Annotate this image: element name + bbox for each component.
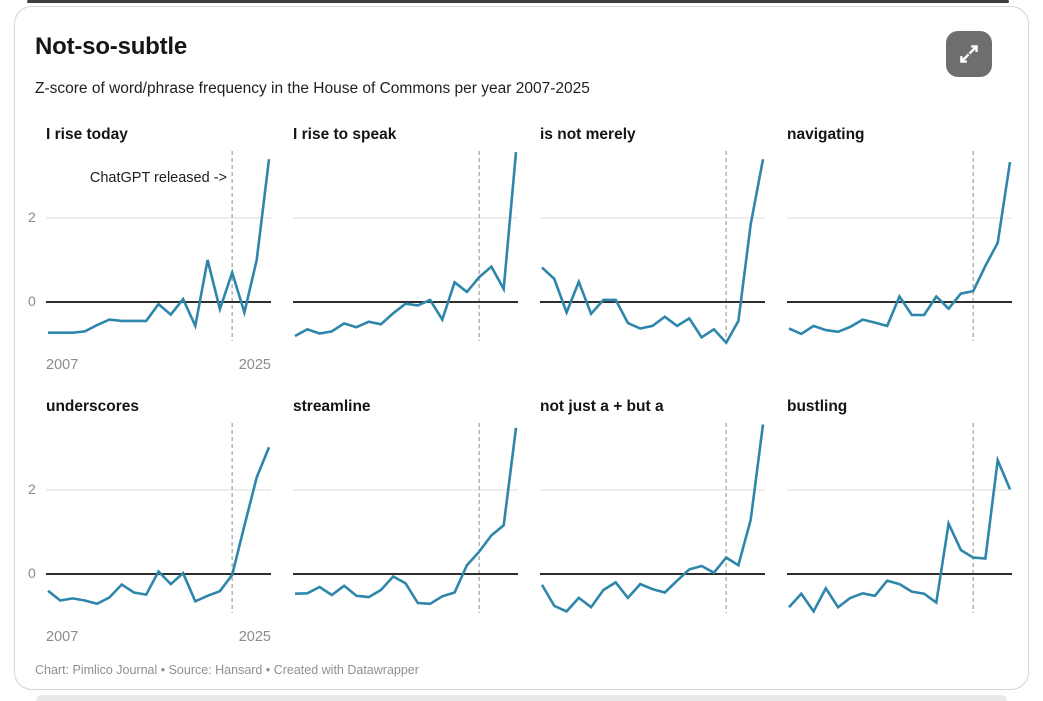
- next-card-edge: [36, 695, 1007, 701]
- chart-credit: Chart: Pimlico Journal • Source: Hansard…: [35, 663, 419, 677]
- panel-title: bustling: [787, 398, 848, 415]
- panel-i-rise-to-speak: I rise to speak: [293, 125, 518, 378]
- panel-title: I rise to speak: [293, 126, 397, 143]
- x-axis: 2007 2025: [46, 346, 271, 378]
- panel-not-just-a-but-a: not just a + but a: [540, 397, 765, 650]
- line-chart: [540, 151, 765, 345]
- small-multiples-grid: I rise today 2 0 ChatGPT released -> 200…: [28, 125, 1028, 650]
- chatgpt-released-annotation: ChatGPT released ->: [89, 170, 227, 186]
- x-axis: [293, 618, 518, 650]
- x-axis: [787, 618, 1012, 650]
- panel-is-not-merely: is not merely: [540, 125, 765, 378]
- x-tick-label-end: 2025: [238, 629, 271, 645]
- expand-icon: [956, 41, 982, 67]
- line-chart: [787, 423, 1012, 614]
- panel-title: I rise today: [46, 126, 128, 143]
- top-divider: [27, 0, 1009, 3]
- y-tick-label-0: 0: [28, 565, 36, 581]
- x-axis: [293, 346, 518, 378]
- panel-underscores: underscores 2 0 2007 2025: [28, 397, 271, 650]
- panel-bustling: bustling: [787, 397, 1012, 650]
- x-tick-label-end: 2025: [238, 357, 271, 373]
- line-chart: [293, 151, 518, 341]
- chart-header: Not-so-subtle Z-score of word/phrase fre…: [15, 7, 1028, 98]
- x-axis: [540, 346, 765, 378]
- line-chart: [46, 151, 271, 341]
- x-axis: [540, 618, 765, 650]
- line-chart: [46, 423, 271, 613]
- x-tick-label-start: 2007: [46, 629, 79, 645]
- panel-title: streamline: [293, 398, 371, 415]
- line-chart: [540, 423, 765, 613]
- x-axis: [787, 346, 1012, 378]
- y-tick-label-2: 2: [28, 209, 36, 225]
- panel-streamline: streamline: [293, 397, 518, 650]
- line-chart: [293, 423, 518, 613]
- panel-i-rise-today: I rise today 2 0 ChatGPT released -> 200…: [28, 125, 271, 378]
- chart-card: Not-so-subtle Z-score of word/phrase fre…: [14, 6, 1029, 690]
- line-chart: [787, 151, 1012, 341]
- expand-button[interactable]: [946, 31, 992, 77]
- panel-title: not just a + but a: [540, 398, 664, 415]
- chart-title: Not-so-subtle: [35, 33, 188, 60]
- panel-title: is not merely: [540, 126, 636, 143]
- y-tick-label-2: 2: [28, 481, 36, 497]
- chart-subtitle: Z-score of word/phrase frequency in the …: [35, 80, 590, 97]
- panel-title: underscores: [46, 398, 140, 415]
- x-tick-label-start: 2007: [46, 357, 79, 373]
- x-axis: 2007 2025: [46, 618, 271, 650]
- y-tick-label-0: 0: [28, 293, 36, 309]
- panel-navigating: navigating: [787, 125, 1012, 378]
- panel-title: navigating: [787, 126, 865, 143]
